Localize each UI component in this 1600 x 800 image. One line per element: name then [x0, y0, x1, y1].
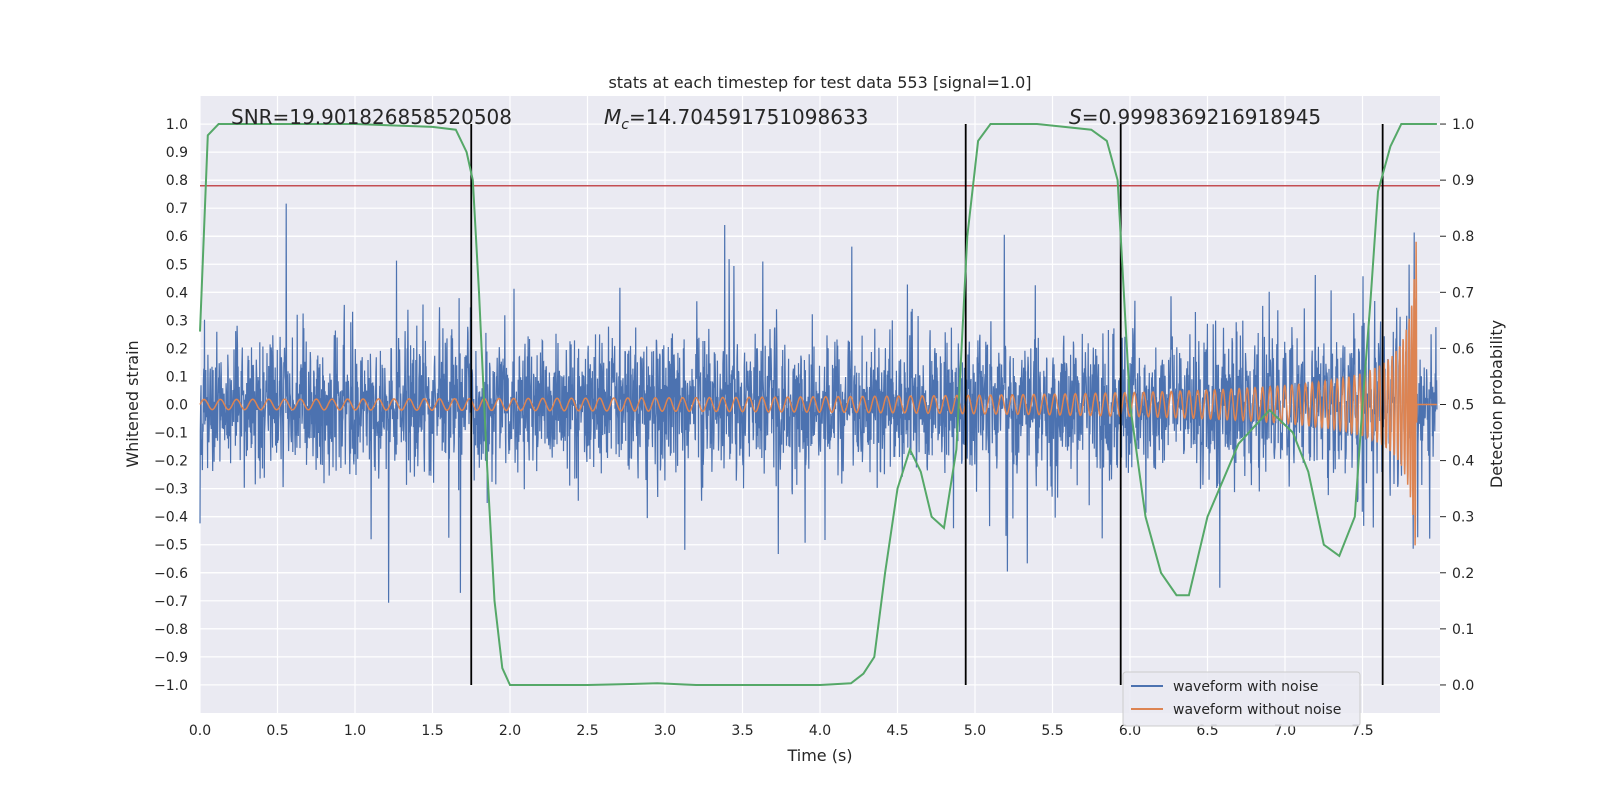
- x-tick-label: 7.5: [1351, 723, 1373, 739]
- y2-tick-label: 0.5: [1452, 398, 1474, 414]
- y-tick-label: 0.0: [166, 398, 188, 414]
- snr-annotation: SNR=19.901826858520508: [231, 105, 512, 129]
- x-tick-label: 1.0: [344, 723, 366, 739]
- chart-marks: [199, 123, 1440, 686]
- x-tick-label: 2.5: [576, 723, 598, 739]
- chirp-mass-annotation: Mc=14.704591751098633: [604, 105, 868, 133]
- y-tick-label: −0.8: [154, 622, 188, 638]
- y2-tick-label: 0.1: [1452, 622, 1474, 638]
- y-tick-label: 0.1: [166, 369, 188, 385]
- y-tick-label: 0.5: [166, 257, 188, 273]
- x-tick-label: 4.5: [886, 723, 908, 739]
- y2-tick-label: 0.9: [1452, 173, 1474, 189]
- y2-tick-label: 0.2: [1452, 566, 1474, 582]
- y-axis-label: Whitened strain: [123, 340, 142, 467]
- y-tick-label: −0.1: [154, 426, 188, 442]
- y2-tick-label: 0.3: [1452, 510, 1474, 526]
- y-tick-label: −0.2: [154, 454, 188, 470]
- x-tick-label: 5.0: [964, 723, 986, 739]
- y2-tick-label: 1.0: [1452, 117, 1474, 133]
- y-tick-label: −0.4: [154, 510, 188, 526]
- y2-tick-label: 0.7: [1452, 285, 1474, 301]
- y-tick-label: −0.5: [154, 538, 188, 554]
- y-tick-label: −0.9: [154, 650, 188, 666]
- y-tick-label: −0.3: [154, 482, 188, 498]
- y-tick-label: 0.4: [166, 285, 188, 301]
- x-tick-label: 6.5: [1196, 723, 1218, 739]
- legend-label-clean: waveform without noise: [1173, 702, 1341, 718]
- score-value: =0.9998369216918945: [1082, 105, 1321, 129]
- chirp-mass-value: =14.704591751098633: [629, 105, 868, 129]
- y-tick-label: 0.9: [166, 145, 188, 161]
- chirp-mass-subscript: c: [621, 117, 629, 133]
- x-tick-label: 5.5: [1041, 723, 1063, 739]
- y-tick-label: −1.0: [154, 678, 188, 694]
- x-tick-label: 0.0: [189, 723, 211, 739]
- x-tick-label: 3.0: [654, 723, 676, 739]
- series-waveform-without-noise: [199, 241, 1437, 546]
- y2-tick-label: 0.8: [1452, 229, 1474, 245]
- y-tick-label: −0.6: [154, 566, 188, 582]
- legend-box: [1122, 671, 1361, 727]
- score-annotation: S=0.9998369216918945: [1069, 105, 1321, 129]
- x-axis-label: Time (s): [786, 746, 852, 765]
- y2-axis-label: Detection probability: [1487, 320, 1506, 488]
- y-tick-label: 0.6: [166, 229, 188, 245]
- x-tick-label: 1.5: [421, 723, 443, 739]
- ticks: 0.0 0.5 1.0 1.5 2.0 2.5 3.0 3.5 4.0 4.5 5.0 5.5 6.0 6…: [154, 117, 1474, 739]
- score-symbol: S: [1069, 105, 1082, 129]
- series-detection-probability: [199, 123, 1437, 686]
- y-tick-label: 0.3: [166, 313, 188, 329]
- y-tick-label: 0.7: [166, 201, 188, 217]
- x-tick-label: 6.0: [1119, 723, 1141, 739]
- x-tick-label: 0.5: [266, 723, 288, 739]
- y2-tick-label: 0.4: [1452, 454, 1474, 470]
- y2-tick-label: 0.6: [1452, 341, 1474, 357]
- x-tick-label: 7.0: [1274, 723, 1296, 739]
- y-tick-label: 0.8: [166, 173, 188, 189]
- y-tick-label: −0.7: [154, 594, 188, 610]
- y-tick-label: 1.0: [166, 117, 188, 133]
- x-tick-label: 3.5: [731, 723, 753, 739]
- y2-tick-label: 0.0: [1452, 678, 1474, 694]
- chirp-mass-symbol: M: [604, 105, 621, 129]
- x-tick-label: 2.0: [499, 723, 521, 739]
- legend-label-noise: waveform with noise: [1173, 679, 1318, 695]
- chart-title: stats at each timestep for test data 553…: [608, 73, 1031, 92]
- x-tick-label: 4.0: [809, 723, 831, 739]
- legend: waveform with noise waveform without noi…: [1122, 671, 1361, 727]
- series-waveform-with-noise: [199, 203, 1438, 603]
- y-tick-label: 0.2: [166, 341, 188, 357]
